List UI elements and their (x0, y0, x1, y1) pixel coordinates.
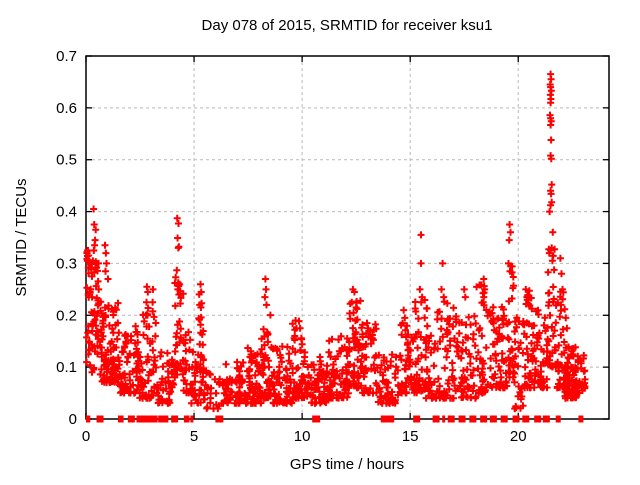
tick-labels: 0 5 10 15 20 0 0.1 0.2 0.3 0.4 0.5 0.6 0.7 (56, 48, 526, 445)
x-tick-label: 5 (190, 428, 198, 445)
data-point-markers (83, 70, 589, 413)
y-tick-label: 0.7 (56, 48, 77, 65)
zero-value-mark (127, 415, 135, 423)
y-axis-label: SRMTID / TECUs (13, 178, 30, 296)
zero-value-mark (458, 415, 466, 423)
zero-value-mark (432, 415, 440, 423)
zero-value-mark (447, 415, 455, 423)
x-axis-label: GPS time / hours (290, 456, 404, 473)
y-tick-label: 0.4 (56, 204, 77, 221)
zero-value-mark (120, 415, 124, 423)
zero-value-mark (542, 415, 550, 423)
zero-value-mark (442, 415, 446, 423)
x-tick-label: 20 (510, 428, 527, 445)
zero-value-mark (215, 415, 224, 423)
y-tick-label: 0 (69, 411, 77, 428)
x-tick-label: 15 (402, 428, 419, 445)
zero-value-mark (489, 415, 497, 423)
x-tick-label: 10 (294, 428, 311, 445)
zero-value-mark (96, 415, 104, 423)
zero-value-mark (171, 415, 179, 423)
zero-value-mark (190, 415, 194, 423)
zero-value-mark (380, 415, 388, 423)
zero-value-mark (500, 415, 508, 423)
y-tick-label: 0.1 (56, 359, 77, 376)
gridlines (86, 56, 609, 419)
zero-value-mark (555, 415, 561, 423)
y-tick-label: 0.6 (56, 100, 77, 117)
x-tick-label: 0 (82, 428, 90, 445)
zero-value-mark (87, 415, 91, 423)
zero-value-mark (142, 415, 150, 423)
zero-value-mark (150, 415, 158, 423)
zero-value-mark (512, 415, 520, 423)
zero-value-mark (117, 415, 121, 423)
y-tick-label: 0.2 (56, 307, 77, 324)
zero-value-mark (183, 415, 187, 423)
chart-title: Day 078 of 2015, SRMTID for receiver ksu… (202, 17, 493, 34)
data-points-layer (83, 70, 589, 423)
zero-value-mark (480, 415, 488, 423)
zero-value-mark (522, 415, 530, 423)
y-tick-label: 0.5 (56, 152, 77, 169)
zero-value-mark (161, 415, 169, 423)
zero-value-mark (387, 415, 395, 423)
zero-value-mark (146, 415, 154, 423)
zero-value-mark (413, 415, 421, 423)
zero-value-mark (186, 415, 190, 423)
y-tick-label: 0.3 (56, 255, 77, 272)
zero-value-mark (534, 415, 542, 423)
zero-value-mark (136, 415, 144, 423)
plot-border (85, 55, 610, 420)
zero-value-mark (469, 415, 477, 423)
zero-value-mark (312, 415, 321, 423)
zero-value-mark (578, 415, 584, 423)
